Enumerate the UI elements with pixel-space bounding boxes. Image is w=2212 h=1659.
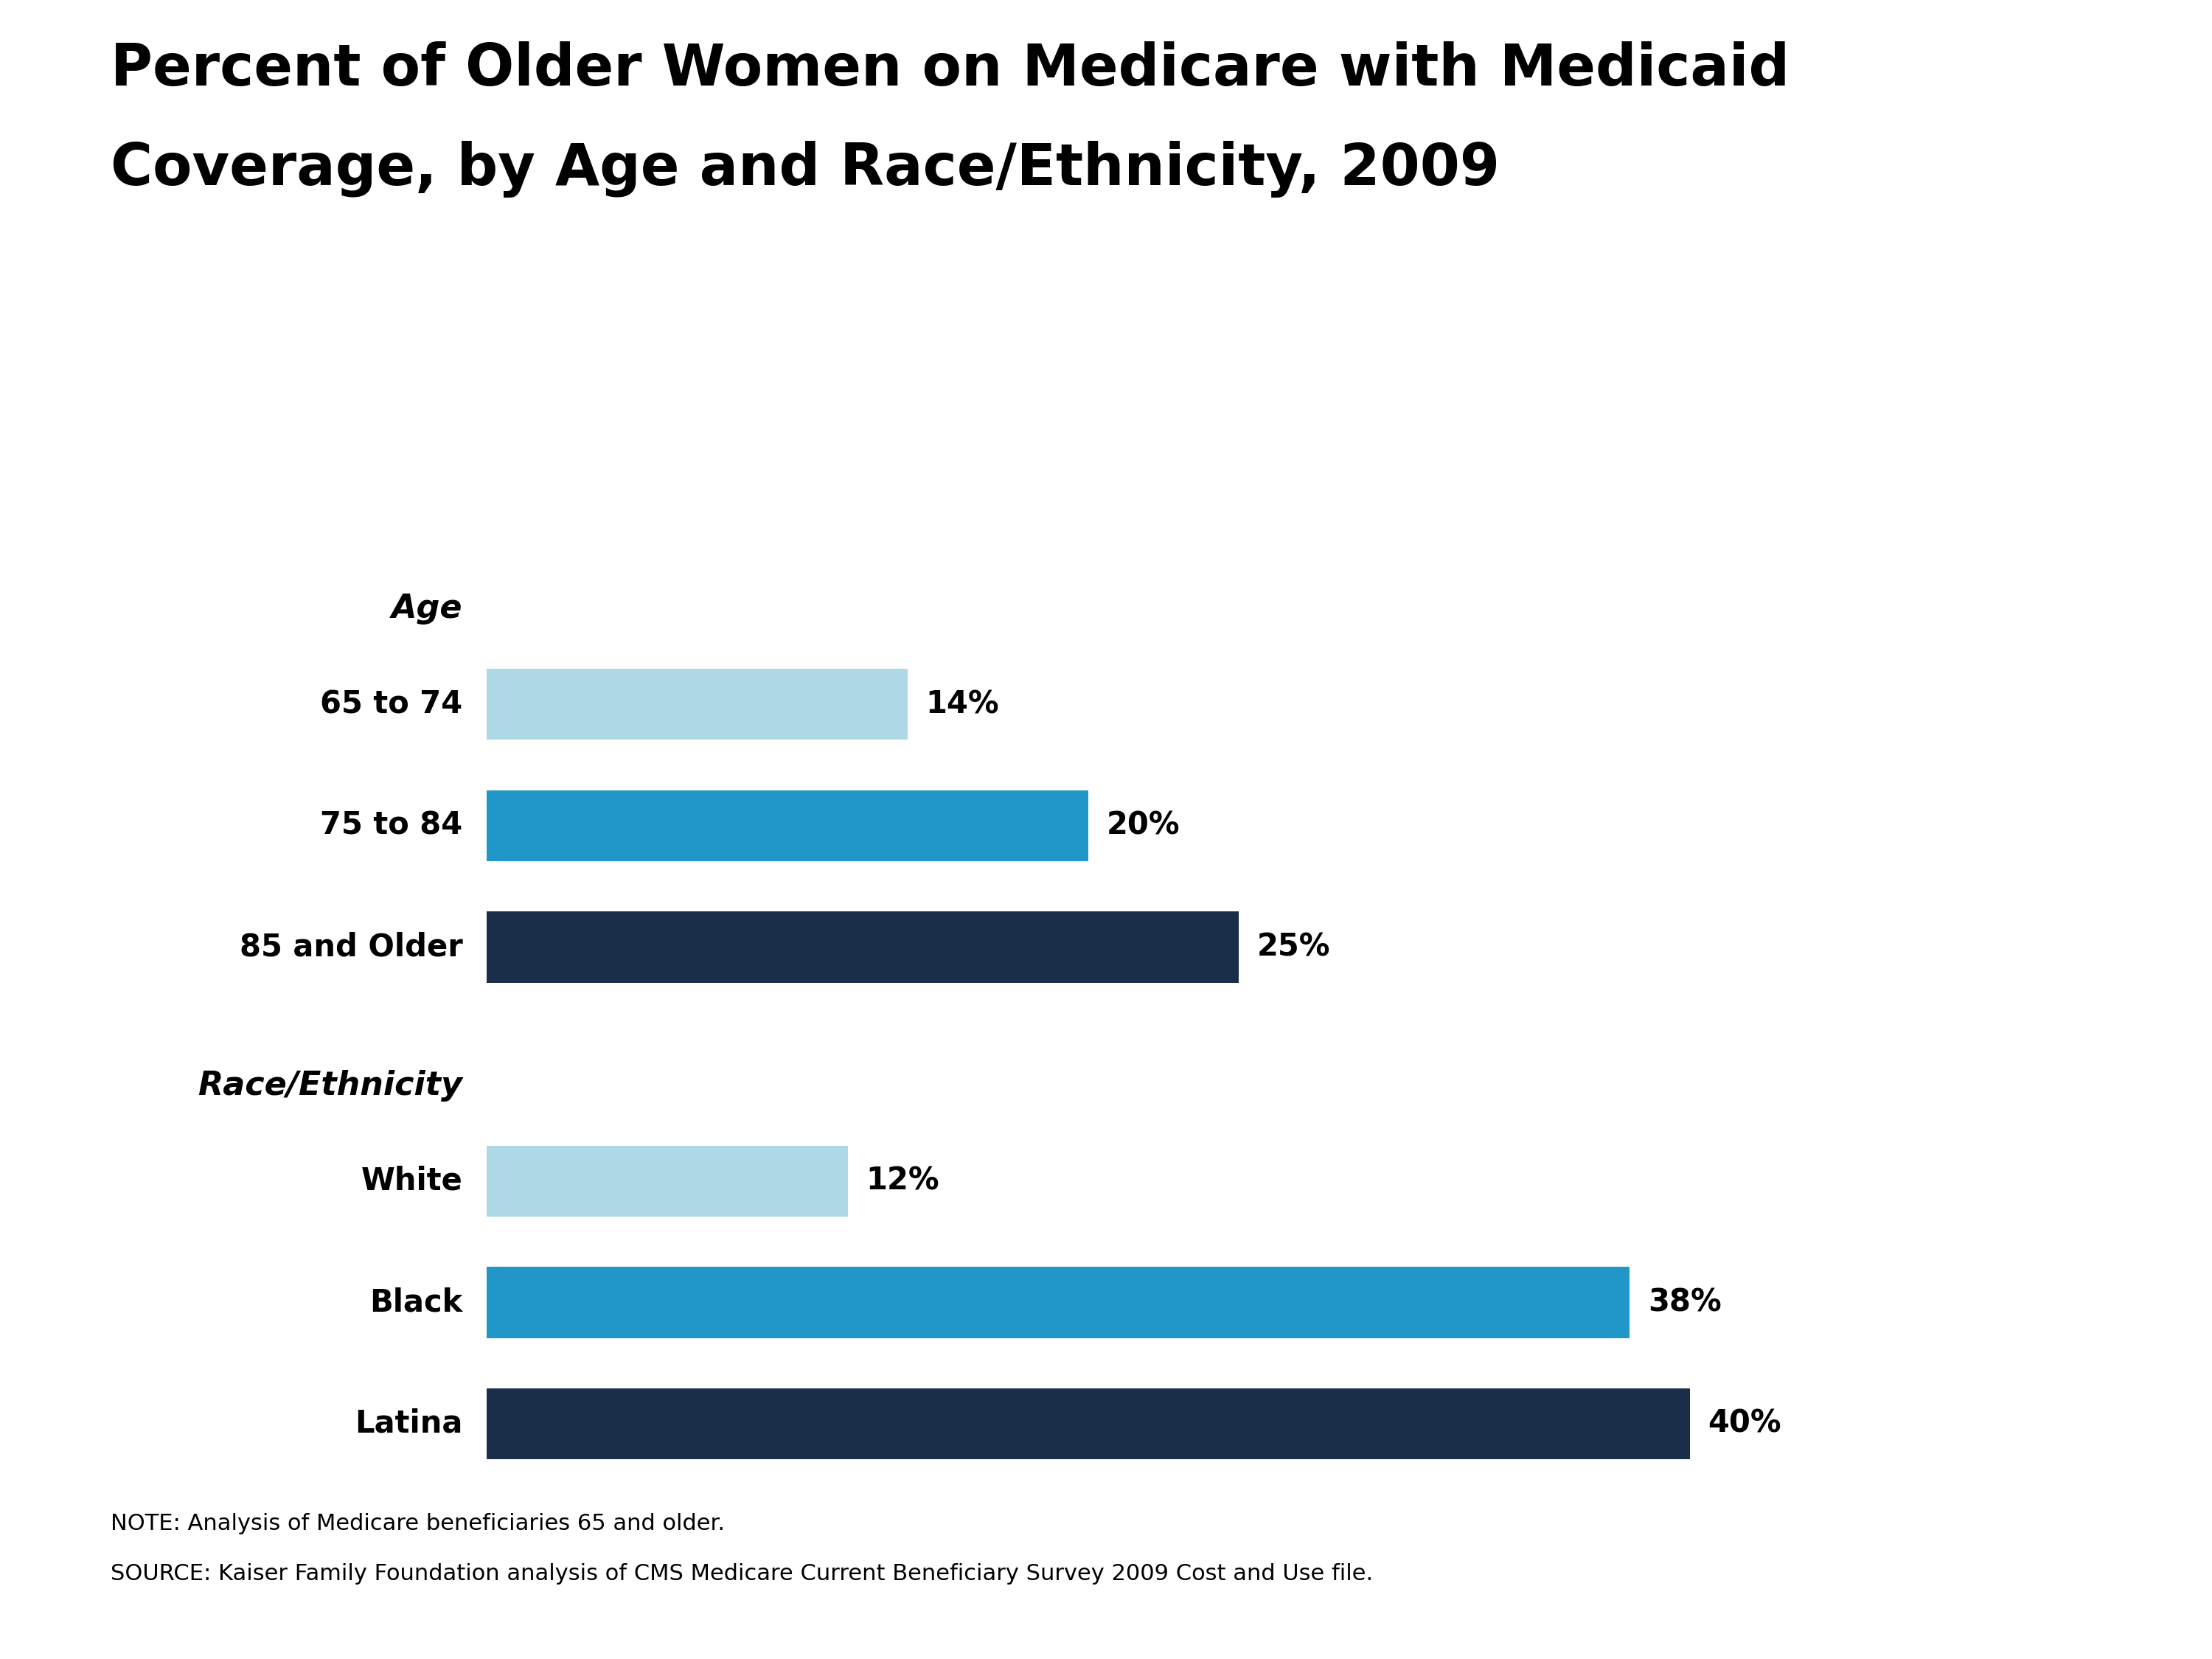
Text: Percent of Older Women on Medicare with Medicaid: Percent of Older Women on Medicare with … [111, 41, 1790, 98]
Bar [487, 1145, 847, 1216]
Text: 40%: 40% [1708, 1408, 1781, 1440]
Text: 75 to 84: 75 to 84 [321, 810, 462, 841]
Text: SOURCE: Kaiser Family Foundation analysis of CMS Medicare Current Beneficiary Su: SOURCE: Kaiser Family Foundation analysi… [111, 1563, 1374, 1584]
Text: Latina: Latina [354, 1408, 462, 1440]
Text: FOUNDATION: FOUNDATION [1960, 1621, 2044, 1631]
Text: 14%: 14% [927, 688, 1000, 720]
Bar [487, 790, 1088, 861]
Text: 20%: 20% [1106, 810, 1179, 841]
Text: Black: Black [369, 1287, 462, 1317]
Bar [487, 911, 1239, 982]
Text: 12%: 12% [865, 1166, 940, 1196]
Text: KAISER: KAISER [1960, 1538, 2044, 1558]
Text: Race/Ethnicity: Race/Ethnicity [197, 1070, 462, 1102]
Text: NOTE: Analysis of Medicare beneficiaries 65 and older.: NOTE: Analysis of Medicare beneficiaries… [111, 1513, 726, 1535]
Text: THE HENRY J.: THE HENRY J. [1960, 1505, 2044, 1515]
Bar [487, 1389, 1690, 1460]
Text: 25%: 25% [1256, 931, 1329, 962]
Bar [487, 1267, 1630, 1337]
Text: Age: Age [392, 592, 462, 625]
Text: 38%: 38% [1648, 1287, 1721, 1317]
Text: White: White [361, 1166, 462, 1196]
Text: Coverage, by Age and Race/Ethnicity, 2009: Coverage, by Age and Race/Ethnicity, 200… [111, 141, 1500, 197]
Text: 65 to 74: 65 to 74 [321, 688, 462, 720]
Bar [487, 669, 907, 740]
Text: FAMILY: FAMILY [1962, 1578, 2042, 1598]
Text: 85 and Older: 85 and Older [239, 931, 462, 962]
